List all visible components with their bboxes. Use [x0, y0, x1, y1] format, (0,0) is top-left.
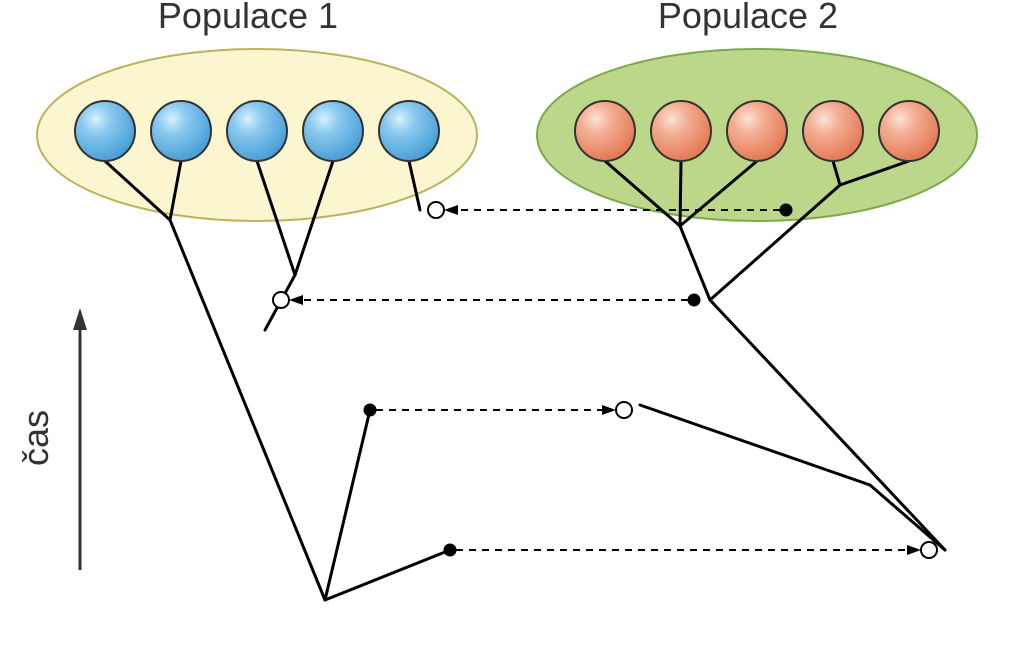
migration-arrowhead — [289, 295, 303, 305]
individual-pop2-3 — [803, 101, 863, 161]
tree-branch — [710, 300, 945, 550]
individual-pop1-1 — [151, 101, 211, 161]
tree-branch — [170, 220, 325, 600]
population2-title: Populace 2 — [658, 0, 838, 36]
tree-branch — [680, 161, 681, 226]
individual-pop1-3 — [303, 101, 363, 161]
migration-source-node — [688, 294, 700, 306]
time-axis-arrowhead — [73, 308, 87, 330]
tree-branch — [640, 405, 870, 485]
individual-pop1-2 — [227, 101, 287, 161]
migration-target-node — [428, 202, 444, 218]
tree-branch — [325, 550, 450, 600]
individual-pop1-4 — [379, 101, 439, 161]
migration-target-node — [616, 402, 632, 418]
tree-branch — [680, 226, 710, 300]
individual-pop2-0 — [575, 101, 635, 161]
migration-source-node — [444, 544, 456, 556]
coalescent-tree — [105, 161, 945, 600]
migration-source-node — [364, 404, 376, 416]
individual-pop2-4 — [879, 101, 939, 161]
migration-target-node — [921, 542, 937, 558]
tree-branch — [870, 485, 945, 550]
diagram-svg: Populace 1 Populace 2 čas — [0, 0, 1024, 671]
individual-pop2-2 — [727, 101, 787, 161]
migration-arrowhead — [907, 545, 921, 555]
migration-source-node — [780, 204, 792, 216]
migration-events — [273, 202, 937, 558]
migration-arrowhead — [602, 405, 616, 415]
migration-arrowhead — [444, 205, 458, 215]
tree-branch — [325, 410, 370, 600]
migration-target-node — [273, 292, 289, 308]
individual-pop2-1 — [651, 101, 711, 161]
time-axis: čas — [15, 308, 87, 570]
individual-pop1-0 — [75, 101, 135, 161]
time-axis-label: čas — [15, 410, 56, 466]
population1-title: Populace 1 — [158, 0, 338, 36]
